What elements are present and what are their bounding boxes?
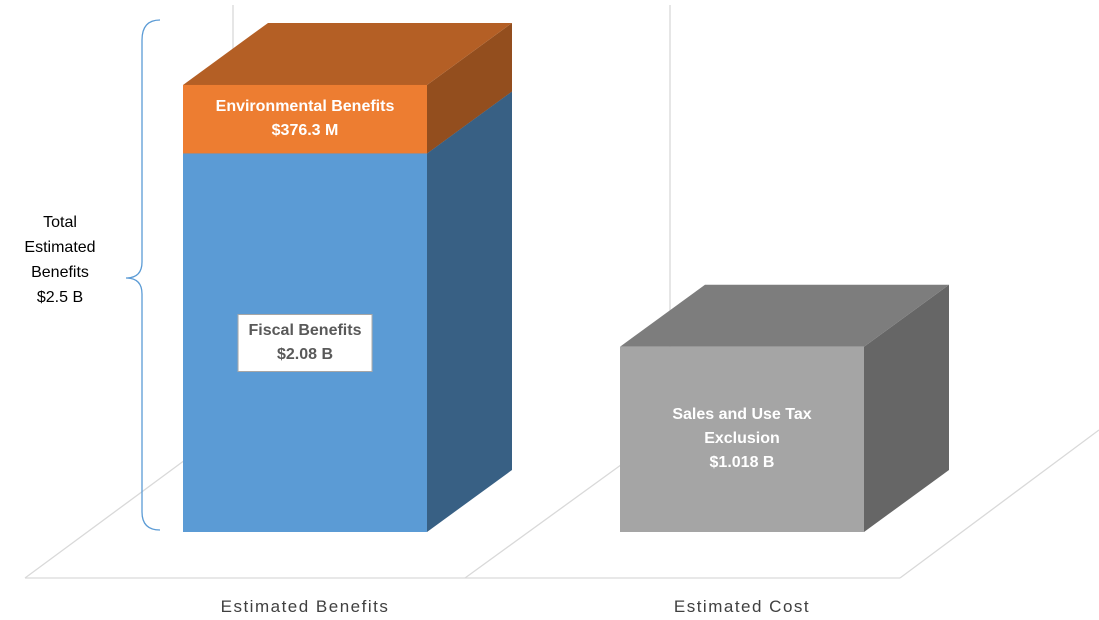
annotation: $2.5 B: [36, 289, 84, 306]
bar-side: [427, 22, 512, 154]
bar-side: [864, 284, 949, 532]
data-label: Environmental Benefits $376.3 M: [203, 95, 407, 143]
annotation: Benefits: [31, 264, 89, 281]
brace: [125, 19, 161, 531]
annotation: Total: [43, 214, 77, 231]
series-name: Sales and Use Tax Exclusion: [672, 406, 812, 448]
series-name: Environmental Benefits: [215, 98, 395, 116]
data-label: Sales and Use Tax Exclusion $1.018 B: [640, 403, 844, 475]
series-name: Fiscal Benefits: [248, 321, 362, 339]
bar-top: [620, 284, 949, 347]
floor-edge: [464, 461, 626, 579]
x-tick-label: Estimated Cost: [673, 597, 811, 616]
floor-edge: [899, 429, 1099, 579]
value-label: $376.3 M: [271, 122, 339, 140]
bar-side: [427, 91, 512, 532]
value-label: $1.018 B: [709, 454, 775, 472]
bar-top: [183, 22, 512, 85]
bar: [183, 84, 427, 154]
annotation: Estimated: [24, 239, 96, 256]
floor-edge: [24, 459, 186, 579]
x-tick-label: Estimated Benefits: [220, 597, 390, 616]
value-label: $2.08 B: [276, 345, 334, 363]
bar: [620, 346, 864, 532]
data-label: Fiscal Benefits $2.08 B: [237, 313, 373, 372]
